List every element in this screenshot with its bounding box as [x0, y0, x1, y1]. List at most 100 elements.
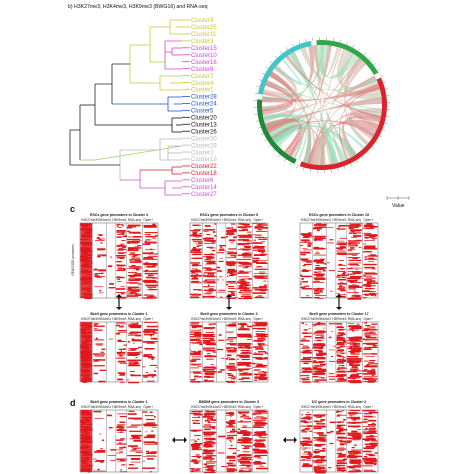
- heatmap-cell: [368, 346, 377, 349]
- heatmap-cell: [226, 297, 236, 299]
- heatmap-cell: [116, 458, 124, 460]
- heatmap-cell: [338, 253, 347, 255]
- heatmap-cell: [143, 423, 156, 426]
- heatmap-cell: [238, 412, 249, 414]
- heatmap-cell: [129, 332, 133, 335]
- heatmap-cell: [252, 234, 262, 236]
- heatmap-cell: [252, 448, 259, 451]
- heatmap-cell: [258, 328, 266, 330]
- heatmap-cell: [363, 275, 373, 277]
- heatmap-cell: [257, 295, 263, 296]
- heatmap-cell: [143, 263, 146, 266]
- heatmap-cell: [127, 287, 132, 290]
- heatmap-cell: [313, 437, 326, 439]
- heatmap-cell: [192, 248, 202, 250]
- heatmap-cell: [143, 331, 150, 333]
- heatmap-cell: [253, 455, 261, 458]
- heatmap-cell: [261, 371, 264, 372]
- heatmap-cell: [367, 419, 377, 422]
- heatmap-cell: [301, 275, 312, 278]
- heatmap-cell: [237, 421, 249, 423]
- heatmap-cell: [191, 322, 200, 324]
- heatmap-cell: [313, 450, 325, 452]
- heatmap-cell: [254, 461, 257, 463]
- heatmap-cell: [230, 242, 234, 244]
- heatmap-cell: [312, 325, 316, 327]
- heatmap-cell: [149, 289, 157, 291]
- heatmap-cell: [203, 289, 217, 291]
- heatmap-cell: [229, 294, 235, 297]
- heatmap-cell: [242, 267, 249, 269]
- heatmap-cell: [204, 259, 212, 261]
- heatmap-cell: [253, 440, 264, 442]
- heatmap-cell: [316, 339, 324, 341]
- heatmap-cell: [202, 347, 215, 349]
- heatmap-cell: [314, 239, 317, 242]
- heatmap-cell: [321, 345, 325, 347]
- heatmap-cell: [260, 290, 266, 292]
- heatmap-cell: [212, 242, 215, 244]
- chord-tick: [256, 86, 260, 88]
- heatmap-cell: [93, 329, 103, 331]
- heatmap-cell: [234, 347, 237, 350]
- panel-c-top-title: ESCs gene promoters in Cluster 5: [200, 213, 258, 217]
- heatmap-cell: [356, 323, 360, 325]
- heatmap-cell: [227, 455, 235, 457]
- heatmap-cell: [300, 441, 311, 443]
- heatmap-cell: [193, 372, 201, 374]
- heatmap-cell: [301, 297, 313, 299]
- heatmap-cell: [337, 288, 345, 290]
- heatmap-cell: [352, 350, 358, 352]
- heatmap-cell: [226, 426, 237, 428]
- heatmap-cell: [219, 257, 223, 259]
- heatmap-cell: [347, 252, 360, 254]
- heatmap-cell: [313, 340, 321, 342]
- heatmap-cell: [226, 358, 229, 360]
- heatmap-cell: [341, 471, 344, 473]
- heatmap-cell: [254, 439, 266, 441]
- heatmap-cell: [127, 293, 141, 295]
- heatmap-cell: [207, 431, 217, 433]
- heatmap-cell: [252, 292, 267, 294]
- heatmap-cell: [371, 374, 375, 376]
- chord-tick: [298, 41, 300, 44]
- heatmap-cell: [203, 463, 207, 465]
- heatmap-cell: [315, 471, 326, 474]
- heatmap-cell: [352, 419, 357, 421]
- heatmap-cell: [328, 373, 335, 375]
- heatmap-cell: [318, 353, 327, 355]
- heatmap-dense-column: [80, 223, 92, 298]
- chord-tick: [333, 38, 334, 42]
- heatmap-cell: [301, 348, 306, 349]
- heatmap-cell: [203, 286, 210, 288]
- heatmap-cell: [239, 363, 250, 365]
- heatmap-cell: [336, 375, 343, 378]
- heatmap-cell: [261, 251, 264, 254]
- heatmap-cell: [227, 275, 229, 278]
- heatmap-cell: [336, 354, 342, 357]
- heatmap-cell: [362, 373, 376, 375]
- heatmap-cell: [313, 360, 317, 362]
- heatmap-cell: [362, 338, 366, 341]
- heatmap-cell: [259, 378, 268, 381]
- heatmap-column-label: Open+: [363, 218, 373, 222]
- chord-tick: [344, 166, 346, 169]
- heatmap-cell: [208, 262, 214, 264]
- heatmap-cell: [129, 324, 141, 327]
- heatmap-cell: [366, 336, 377, 339]
- heatmap-cell: [248, 226, 252, 228]
- heatmap-cell: [237, 438, 251, 440]
- heatmap-cell: [358, 328, 362, 330]
- heatmap-cell: [252, 242, 263, 244]
- heatmap-cell: [348, 338, 362, 340]
- heatmap-cell: [315, 453, 318, 454]
- heatmap-cell: [209, 422, 217, 423]
- heatmap-cell: [144, 262, 149, 264]
- heatmap-cell: [371, 323, 378, 325]
- heatmap-cell: [363, 470, 376, 472]
- heatmap-cell: [336, 460, 346, 462]
- heatmap-cell: [205, 238, 211, 240]
- heatmap-cell: [326, 227, 334, 228]
- heatmap-cell: [227, 448, 237, 450]
- heatmap-cell: [368, 362, 374, 363]
